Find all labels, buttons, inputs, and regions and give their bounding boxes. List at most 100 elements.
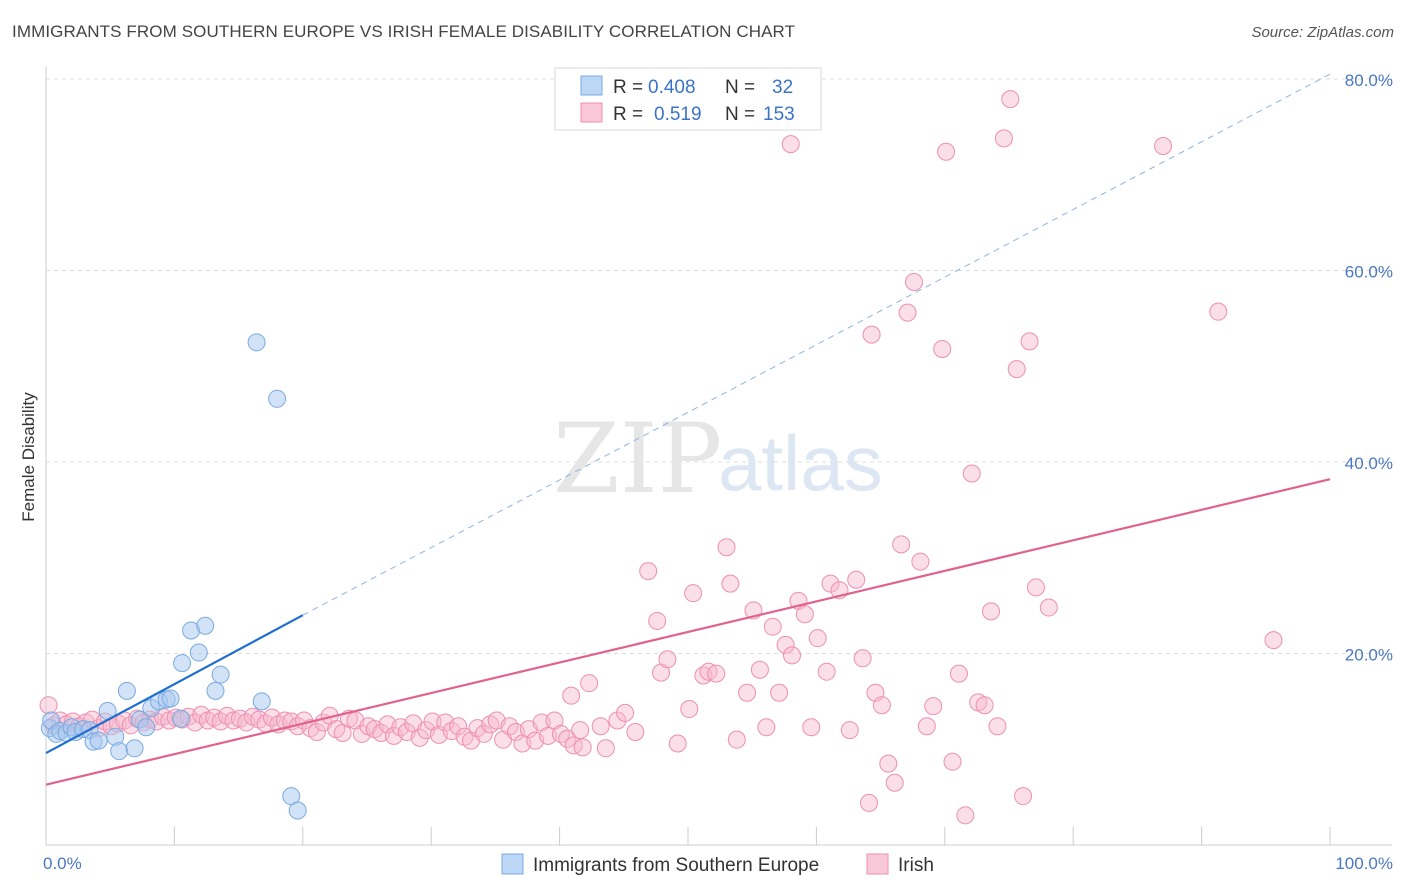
irish-point-128 — [892, 535, 911, 554]
irish-point-104 — [727, 730, 746, 749]
irish-point-68 — [474, 724, 493, 743]
irish-point-146 — [1007, 360, 1026, 379]
irish-point-154 — [1209, 302, 1228, 321]
irish-point-103 — [721, 574, 740, 593]
irish-point-89 — [608, 711, 627, 730]
irish-point-121 — [847, 570, 866, 589]
irish-point-98 — [684, 584, 703, 603]
irish-point-101 — [707, 664, 726, 683]
irish-point-144 — [994, 129, 1013, 148]
southern-europe-point-13 — [110, 742, 129, 761]
irish-point-137 — [949, 664, 968, 683]
legend-r-label-2: R = — [613, 104, 643, 125]
irish-point-96 — [668, 734, 687, 753]
irish-point-155 — [1264, 631, 1283, 650]
y-tick-label-20: 20.0% — [1345, 646, 1393, 665]
irish-point-0 — [39, 696, 58, 715]
series-legend: Immigrants from Southern Europe Irish — [501, 853, 934, 876]
irish-point-133 — [924, 697, 943, 716]
irish-point-117 — [817, 662, 836, 681]
irish-point-85 — [562, 686, 581, 705]
irish-point-115 — [802, 718, 821, 737]
irish-point-134 — [933, 340, 952, 359]
southern-europe-points — [40, 333, 307, 820]
irish-point-92 — [639, 562, 658, 581]
x-tick-label-min: 0.0% — [43, 854, 82, 873]
irish-point-147 — [1014, 787, 1033, 806]
irish-trend-line — [45, 478, 1331, 786]
southern-europe-point-28 — [211, 665, 230, 684]
irish-point-58 — [410, 728, 429, 747]
irish-point-93 — [648, 611, 667, 630]
legend-r-label-1: R = — [613, 77, 643, 98]
irish-point-148 — [1020, 332, 1039, 351]
y-tick-label-60: 60.0% — [1345, 263, 1393, 282]
southern-europe-point-25 — [189, 643, 208, 662]
irish-point-141 — [975, 696, 994, 715]
southern-europe-point-26 — [196, 616, 215, 635]
irish-points — [39, 90, 1283, 825]
y-axis-label: Female Disability — [19, 392, 38, 522]
southern-europe-point-30 — [252, 692, 271, 711]
irish-point-118 — [821, 574, 840, 593]
legend-n-label-2: N = — [725, 104, 755, 125]
y-tick-label-40: 40.0% — [1345, 454, 1393, 473]
irish-point-150 — [1039, 598, 1058, 617]
irish-point-145 — [1001, 90, 1020, 109]
irish-point-110 — [770, 683, 789, 702]
chart-source: Source: ZipAtlas.com — [1251, 24, 1394, 41]
irish-point-152 — [781, 135, 800, 154]
series-legend-swatch-blue — [501, 853, 524, 875]
irish-point-123 — [860, 793, 879, 812]
irish-point-126 — [879, 754, 898, 773]
series-legend-label-blue: Immigrants from Southern Europe — [533, 855, 819, 876]
legend-r-value-1: 0.408 — [648, 77, 696, 98]
irish-point-135 — [937, 142, 956, 161]
irish-point-139 — [962, 464, 981, 483]
irish-point-64 — [449, 717, 468, 736]
southern-europe-point-31 — [268, 389, 287, 408]
southern-europe-point-21 — [161, 689, 180, 708]
irish-point-127 — [885, 773, 904, 792]
x-tick-label-max: 100.0% — [1335, 854, 1393, 873]
legend-n-value-1: 32 — [772, 77, 793, 98]
irish-point-100 — [699, 662, 718, 681]
irish-point-149 — [1026, 578, 1045, 597]
irish-point-97 — [680, 700, 699, 719]
irish-point-131 — [911, 552, 930, 571]
southern-europe-point-10 — [89, 731, 108, 750]
grid-lines — [46, 78, 1392, 654]
irish-point-108 — [757, 718, 776, 737]
watermark: ZIP atlas — [553, 403, 883, 515]
tick-labels: 20.0% 40.0% 60.0% 80.0% 0.0% 100.0% — [43, 71, 1393, 873]
southern-europe-point-23 — [173, 654, 192, 673]
irish-point-112 — [783, 646, 802, 665]
southern-europe-point-15 — [125, 739, 144, 758]
southern-europe-point-17 — [137, 718, 156, 737]
southern-europe-point-22 — [171, 709, 190, 728]
irish-point-130 — [904, 272, 923, 291]
irish-point-102 — [717, 538, 736, 557]
legend-r-value-2: 0.519 — [654, 104, 702, 125]
irish-point-91 — [626, 723, 645, 742]
southern-europe-point-29 — [247, 333, 266, 352]
y-tick-label-80: 80.0% — [1345, 71, 1393, 90]
legend-n-value-2: 153 — [763, 104, 795, 125]
irish-point-111 — [776, 635, 795, 654]
irish-point-132 — [917, 717, 936, 736]
irish-point-114 — [795, 605, 814, 624]
watermark-zip: ZIP — [553, 403, 722, 515]
irish-point-107 — [750, 660, 769, 679]
irish-point-138 — [956, 806, 975, 825]
irish-point-84 — [573, 738, 592, 757]
irish-point-116 — [808, 629, 827, 648]
irish-point-120 — [840, 721, 859, 740]
irish-point-87 — [596, 739, 615, 758]
legend-n-label-1: N = — [725, 77, 755, 98]
southern-europe-trend-extension — [302, 73, 1331, 616]
irish-point-136 — [943, 752, 962, 771]
irish-point-153 — [1154, 137, 1173, 156]
irish-point-90 — [616, 703, 635, 722]
irish-point-95 — [658, 650, 677, 669]
